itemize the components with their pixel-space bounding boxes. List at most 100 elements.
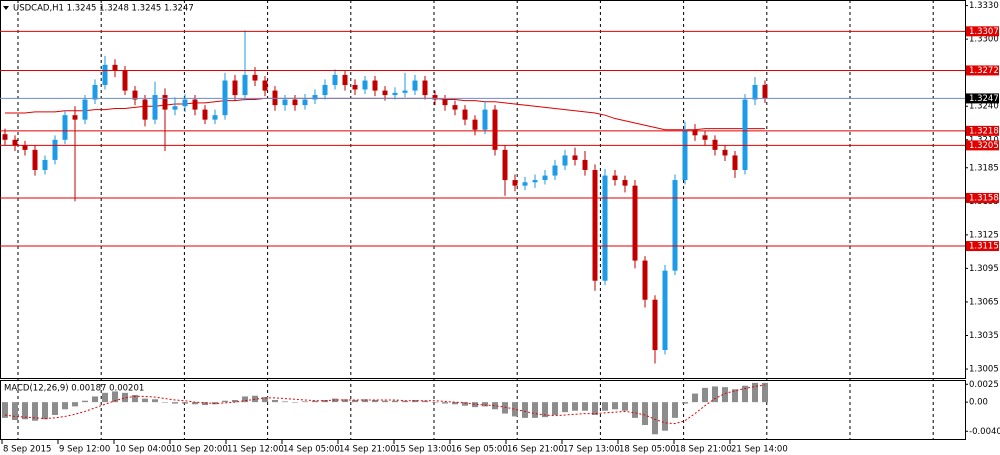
macd-bar (682, 402, 688, 404)
candle-body (582, 159, 588, 170)
macd-bar (52, 402, 58, 415)
y-tick-label: 1.3330 (969, 1, 999, 11)
macd-bar (252, 395, 258, 403)
macd-bar (182, 402, 188, 404)
level-label: 1.3218 (969, 126, 999, 136)
macd-bar (292, 402, 298, 403)
macd-bar (402, 400, 408, 403)
last-price-label: 1.3247 (969, 94, 999, 104)
candle-body (342, 74, 348, 85)
level-label-box (966, 140, 999, 151)
candle-body (272, 90, 278, 106)
macd-bar (632, 402, 638, 418)
y-tick-label: 1.3005 (969, 365, 999, 375)
candle-body (632, 185, 638, 261)
candle-body (192, 99, 198, 110)
candle-body (542, 175, 548, 181)
macd-bar (132, 395, 138, 403)
candle-body (512, 180, 518, 186)
candle-body (532, 180, 538, 183)
candle-body (722, 149, 728, 156)
macd-bar (392, 400, 398, 403)
candle-body (482, 109, 488, 130)
macd-title: MACD(12,26,9) 0.00187 0.00201 (4, 384, 144, 394)
candle-body (2, 134, 8, 140)
macd-bar (532, 402, 538, 418)
macd-bar (552, 402, 558, 415)
candle-body (92, 84, 98, 100)
candle-body (292, 99, 298, 106)
y-tick-label: 1.3095 (969, 264, 999, 274)
candle-body (712, 139, 718, 150)
candle-body (62, 115, 68, 140)
macd-bar (362, 399, 368, 403)
y-tick-label: 1.3185 (969, 163, 999, 173)
candle-body (622, 180, 628, 186)
macd-bar (232, 400, 238, 403)
candle-body (162, 95, 168, 110)
macd-bar (282, 401, 288, 403)
candle-body (562, 155, 568, 166)
y-tick-label: 1.3210 (969, 135, 999, 145)
macd-bar (42, 402, 48, 420)
macd-bar (642, 402, 648, 425)
macd-bar (462, 402, 468, 406)
x-tick-label: 18 Sep 21:00 (675, 445, 732, 455)
x-tick-label: 10 Sep 04:00 (115, 445, 172, 455)
candle-body (362, 80, 368, 90)
candle-body (402, 90, 408, 93)
y-tick-label: 0.0025 (969, 380, 999, 390)
macd-bar (652, 402, 658, 435)
y-tick-label: 1.3125 (969, 230, 999, 240)
y-tick-label: -0.00408 (969, 427, 1000, 437)
x-tick-label: 21 Sep 14:00 (731, 445, 788, 455)
signal-line (4, 384, 766, 425)
candle-body (182, 99, 188, 107)
level-label: 1.3158 (969, 193, 999, 203)
candle-body (552, 165, 558, 176)
x-tick-label: 16 Sep 21:00 (507, 445, 564, 455)
macd-bar (582, 402, 588, 411)
macd-bar (512, 402, 518, 417)
macd-bar (442, 402, 448, 404)
menu-arrow (3, 6, 9, 10)
macd-bar (242, 396, 248, 403)
candle-body (592, 169, 598, 281)
macd-bar (572, 402, 578, 411)
level-label-box (966, 241, 999, 252)
x-tick-label: 17 Sep 13:00 (563, 445, 620, 455)
candle-body (652, 299, 658, 351)
candle-body (672, 180, 678, 271)
candle-body (32, 149, 38, 170)
level-label: 1.3307 (969, 27, 999, 37)
candle-body (412, 80, 418, 91)
macd-bar (12, 402, 18, 420)
candle-body (242, 74, 248, 96)
macd-bar (412, 400, 418, 403)
y-tick-label: 1.3300 (969, 35, 999, 45)
x-tick-label: 9 Sep 12:00 (59, 445, 110, 455)
macd-bar (522, 402, 528, 418)
candle-body (742, 99, 748, 170)
candle-body (352, 84, 358, 90)
candle-body (22, 145, 28, 150)
candle-body (132, 90, 138, 100)
candle-body (82, 99, 88, 120)
candle-body (232, 80, 238, 96)
macd-bar (432, 402, 438, 403)
candle-body (602, 175, 608, 281)
macd-bar (602, 402, 608, 411)
candle-body (382, 90, 388, 96)
x-tick-label: 14 Sep 21:00 (339, 445, 396, 455)
candle-body (222, 80, 228, 116)
macd-bar (172, 402, 178, 404)
macd-panel-frame (0, 380, 966, 440)
macd-bar (2, 402, 8, 418)
macd-bar (742, 385, 748, 403)
macd-bar (592, 402, 598, 415)
x-tick-label: 14 Sep 05:00 (283, 445, 340, 455)
candle-body (72, 115, 78, 120)
macd-bar (692, 393, 698, 403)
macd-bar (562, 402, 568, 413)
